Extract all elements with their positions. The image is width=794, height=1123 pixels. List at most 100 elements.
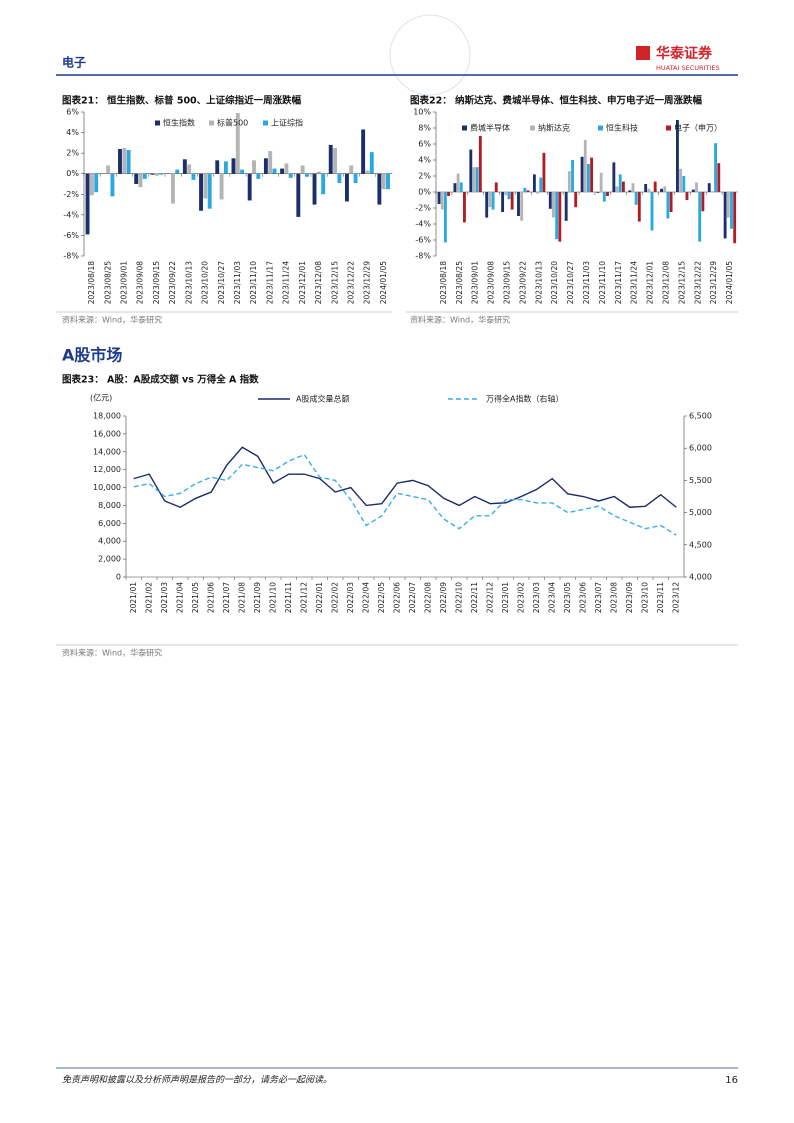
bar <box>256 173 261 179</box>
bar <box>580 156 584 192</box>
y-axis-unit: (亿元) <box>90 393 112 403</box>
x-tick-label: 2021/05 <box>191 582 200 613</box>
bar <box>564 192 568 221</box>
bar <box>154 173 159 176</box>
bar <box>386 173 390 190</box>
bar <box>296 173 301 217</box>
bar <box>175 169 180 174</box>
x-tick-label: 2022/06 <box>392 582 401 613</box>
bar <box>682 176 686 192</box>
bar <box>599 172 603 192</box>
footer-disclaimer: 免责声明和披露以及分析师声明是报告的一部分，请务必一起阅读。 <box>62 1075 332 1086</box>
bar <box>707 183 711 192</box>
bar <box>469 149 473 192</box>
bar <box>710 191 714 192</box>
x-tick-label: 2023/10/13 <box>184 261 193 304</box>
bar <box>122 148 127 174</box>
x-tick-label: 2021/07 <box>222 582 231 613</box>
x-tick-label: 2023/12/08 <box>314 261 323 304</box>
bar <box>587 164 590 192</box>
bar <box>612 162 616 192</box>
legend-label: 费城半导体 <box>470 123 510 133</box>
y-tick-label: 2% <box>66 149 79 158</box>
x-tick-label: 2023/12/29 <box>709 261 718 304</box>
y-tick-label: 4,000 <box>98 537 121 546</box>
bar <box>691 189 695 192</box>
bar <box>583 140 587 192</box>
bar <box>118 149 122 174</box>
legend-label: A股成交量总额 <box>296 394 349 404</box>
bar <box>676 120 679 192</box>
x-tick-label: 2021/06 <box>206 582 215 613</box>
x-tick-label: 2023/09/01 <box>471 261 480 304</box>
x-tick-label: 2022/07 <box>408 582 417 613</box>
x-tick-label: 2023/11/24 <box>630 261 639 304</box>
bar <box>526 190 530 192</box>
bar <box>717 163 721 192</box>
bar <box>215 160 220 174</box>
bar <box>472 167 476 192</box>
x-tick-label: 2023/11/17 <box>265 261 274 304</box>
line-series <box>133 453 677 536</box>
legend-label: 上证综指 <box>271 118 303 128</box>
bar <box>475 167 479 192</box>
x-tick-label: 2023/08/18 <box>439 261 448 304</box>
y-tick-label: 6% <box>418 140 431 149</box>
x-tick-label: 2021/01 <box>129 582 138 613</box>
logo-text: 华泰证券 <box>656 45 713 62</box>
x-tick-label: 2023/11/10 <box>249 261 258 304</box>
bar <box>510 192 514 210</box>
bar <box>203 173 208 199</box>
y-tick-label: 6,000 <box>98 519 121 528</box>
bar <box>240 169 245 174</box>
legend-swatch <box>530 125 535 131</box>
bar <box>618 174 622 192</box>
bar <box>187 164 192 174</box>
y-tick-label: 18,000 <box>93 412 121 421</box>
bar <box>268 151 273 174</box>
bar <box>653 181 657 192</box>
bar <box>381 173 386 190</box>
y-tick-label: 4% <box>66 128 79 137</box>
bar <box>437 192 441 204</box>
bar <box>94 173 99 193</box>
legend-label: 纳斯达克 <box>538 123 570 133</box>
chart-title: 图表23： A股：A股成交额 vs 万得全 A 指数 <box>62 374 259 386</box>
y-tick-label: 6,000 <box>689 444 712 453</box>
x-tick-label: 2023/08/25 <box>455 261 464 304</box>
y-tick-label: 4% <box>418 156 431 165</box>
bar <box>219 173 224 200</box>
y-tick-label: 0% <box>66 169 79 178</box>
bar <box>456 173 460 192</box>
x-tick-label: 2023/12/01 <box>298 261 307 304</box>
y-tick-label: 5,500 <box>689 476 712 485</box>
y-tick-label: 2% <box>418 172 431 181</box>
x-tick-label: 2022/02 <box>330 582 339 613</box>
x-tick-label: 2023/08 <box>609 582 618 613</box>
x-tick-label: 2023/09/15 <box>152 261 161 304</box>
x-tick-label: 2023/11/03 <box>233 261 242 304</box>
legend-label: 电子（申万） <box>674 123 722 133</box>
chart-source: 资料来源：Wind，华泰研究 <box>62 648 162 658</box>
bar <box>631 183 635 192</box>
bar <box>539 177 543 192</box>
x-tick-label: 2023/11/03 <box>582 261 591 304</box>
legend-swatch <box>209 120 214 126</box>
bar <box>353 173 358 183</box>
bar <box>349 165 354 174</box>
bar <box>669 192 673 212</box>
bar <box>501 192 505 212</box>
bar <box>650 192 654 231</box>
bar <box>159 173 163 175</box>
x-tick-label: 2023/08/25 <box>103 261 112 304</box>
x-tick-label: 2022/03 <box>346 582 355 613</box>
x-tick-label: 2023/09/22 <box>518 261 527 304</box>
y-tick-label: -6% <box>415 236 431 245</box>
bar <box>685 192 689 200</box>
x-tick-label: 2023/04 <box>547 582 556 613</box>
bar <box>170 173 175 204</box>
bar <box>369 152 374 174</box>
bar <box>85 173 90 235</box>
bar <box>698 192 702 242</box>
